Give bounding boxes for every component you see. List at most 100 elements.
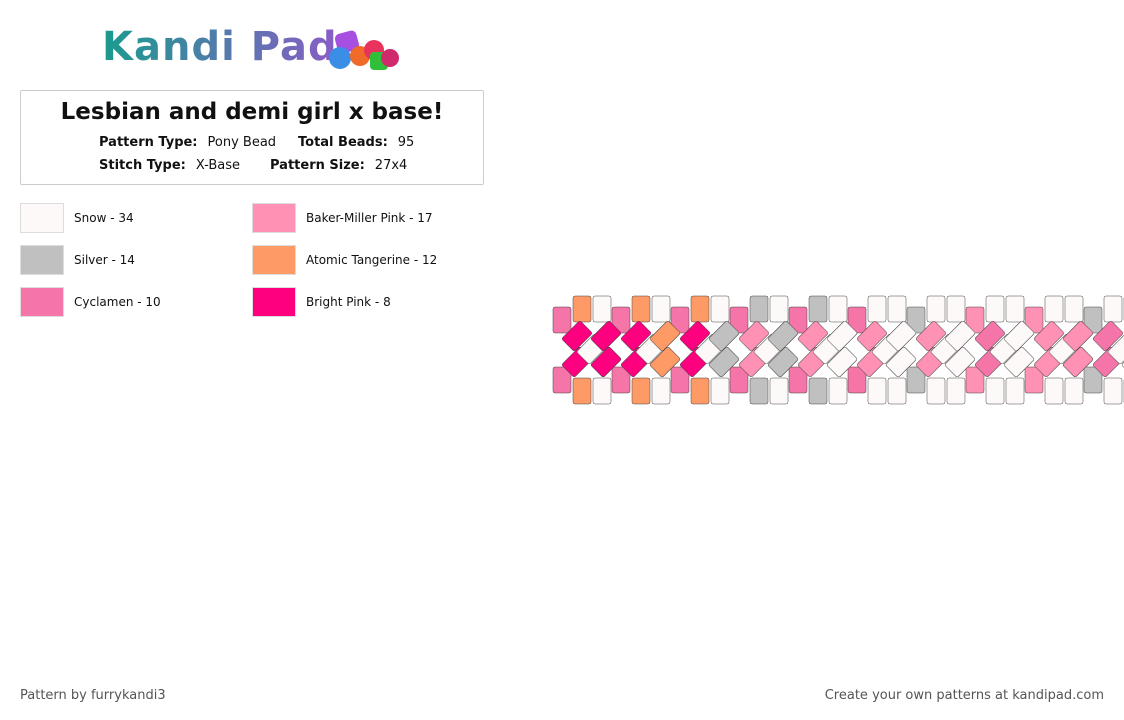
bead xyxy=(916,321,946,351)
logo-icon xyxy=(329,30,399,70)
bead xyxy=(887,295,907,323)
bead xyxy=(926,295,946,323)
bead xyxy=(670,366,690,394)
legend-label: Cyclamen - 10 xyxy=(74,295,161,309)
bead xyxy=(650,321,680,351)
bead xyxy=(1108,334,1124,364)
bead xyxy=(975,321,1005,351)
bead xyxy=(769,377,789,405)
bead xyxy=(591,347,621,377)
bead xyxy=(827,321,857,351)
bead xyxy=(965,366,985,394)
info-value: X-Base xyxy=(195,158,241,173)
bead xyxy=(798,321,828,351)
bead xyxy=(1005,295,1025,323)
info-value: 95 xyxy=(397,135,415,150)
bead xyxy=(946,295,966,323)
bead xyxy=(906,366,926,394)
bead xyxy=(945,347,975,377)
bead xyxy=(1103,377,1123,405)
info-value: Pony Bead xyxy=(207,135,277,150)
bead xyxy=(651,295,671,323)
bead xyxy=(729,366,749,394)
bead xyxy=(886,347,916,377)
bead xyxy=(946,377,966,405)
bead xyxy=(592,295,612,323)
bead xyxy=(572,377,592,405)
bead xyxy=(592,377,612,405)
bead xyxy=(827,347,857,377)
legend-item: Bright Pink - 8 xyxy=(252,287,391,317)
legend-item: Silver - 14 xyxy=(20,245,135,275)
bead xyxy=(710,295,730,323)
legend-label: Bright Pink - 8 xyxy=(306,295,391,309)
bead xyxy=(631,377,651,405)
bead xyxy=(690,377,710,405)
bead xyxy=(710,377,730,405)
bead xyxy=(1103,295,1123,323)
credit[interactable]: Pattern by furrykandi3 xyxy=(20,688,166,703)
bead xyxy=(709,347,739,377)
bead xyxy=(867,295,887,323)
bead xyxy=(1004,321,1034,351)
bead xyxy=(680,321,710,351)
bead xyxy=(788,366,808,394)
bead xyxy=(621,321,651,351)
bead xyxy=(768,347,798,377)
bead xyxy=(926,377,946,405)
bead xyxy=(1004,347,1034,377)
info-row: Stitch Type: X-Base xyxy=(99,158,240,173)
promo[interactable]: Create your own patterns at kandipad.com xyxy=(824,688,1104,703)
legend-item: Snow - 34 xyxy=(20,203,134,233)
info-value: 27x4 xyxy=(374,158,408,173)
bead xyxy=(1024,366,1044,394)
info-label: Total Beads: xyxy=(298,135,388,150)
bead xyxy=(591,321,621,351)
bead xyxy=(1064,377,1084,405)
bead xyxy=(828,295,848,323)
bead xyxy=(1044,377,1064,405)
logo[interactable]: Kandi Pad xyxy=(102,24,338,70)
legend-swatch xyxy=(20,245,64,275)
legend-swatch xyxy=(252,287,296,317)
bead xyxy=(808,295,828,323)
bead xyxy=(985,295,1005,323)
bead xyxy=(887,377,907,405)
legend-swatch xyxy=(20,287,64,317)
info-label: Pattern Type: xyxy=(99,135,198,150)
legend-item: Cyclamen - 10 xyxy=(20,287,161,317)
legend-label: Snow - 34 xyxy=(74,211,134,225)
legend-label: Silver - 14 xyxy=(74,253,135,267)
bead xyxy=(749,295,769,323)
bead xyxy=(650,347,680,377)
bead xyxy=(1063,347,1093,377)
legend-swatch xyxy=(252,203,296,233)
bead xyxy=(847,366,867,394)
bead xyxy=(769,295,789,323)
legend-swatch xyxy=(20,203,64,233)
bead xyxy=(867,377,887,405)
bead xyxy=(1034,321,1064,351)
pattern-title: Lesbian and demi girl x base! xyxy=(60,99,444,125)
bead xyxy=(1083,366,1103,394)
bead xyxy=(985,377,1005,405)
info-label: Pattern Size: xyxy=(270,158,365,173)
legend-label: Atomic Tangerine - 12 xyxy=(306,253,438,267)
legend-item: Atomic Tangerine - 12 xyxy=(252,245,437,275)
legend-label: Baker-Miller Pink - 17 xyxy=(306,211,433,225)
bead xyxy=(1064,295,1084,323)
bead xyxy=(1093,321,1123,351)
bead xyxy=(651,377,671,405)
bead xyxy=(808,377,828,405)
bead xyxy=(1005,377,1025,405)
bead xyxy=(886,321,916,351)
bead xyxy=(1063,321,1093,351)
legend-swatch xyxy=(252,245,296,275)
bead xyxy=(828,377,848,405)
bead xyxy=(768,321,798,351)
legend-item: Baker-Miller Pink - 17 xyxy=(252,203,433,233)
pattern-card: Lesbian and demi girl x base! Pattern Ty… xyxy=(20,90,484,185)
bead xyxy=(611,366,631,394)
